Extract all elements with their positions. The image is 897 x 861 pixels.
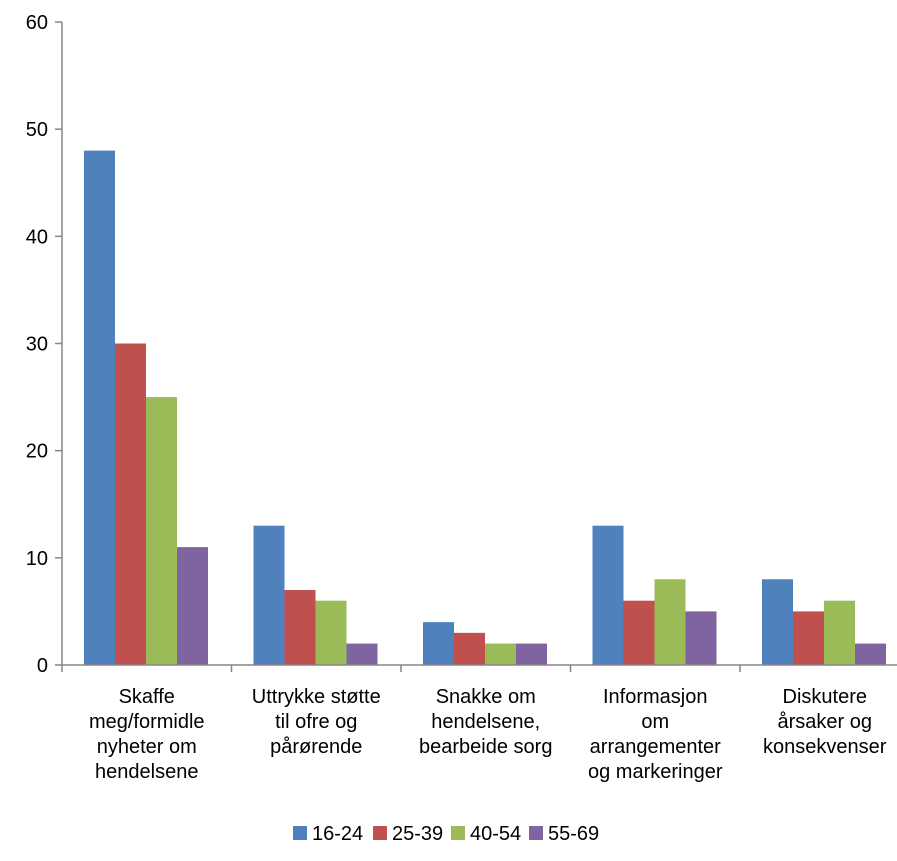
category-label-line: og markeringer [588,761,723,783]
category-label-line: Diskutere [783,686,867,708]
category-label-line: meg/formidle [89,711,205,733]
bar-55-69-cat-0 [177,547,208,665]
category-label-line: pårørende [270,736,362,758]
bar-55-69-cat-1 [346,643,378,665]
x-axis-categories: Skaffe meg/formidle nyheter om hendelsene Ut… [61,665,887,783]
y-tick-label: 10 [26,548,48,570]
category-label-line: til ofre og [275,711,357,733]
bar-16-24-cat-4 [762,579,793,665]
category-label-line: hendelsene [95,761,198,783]
bar-55-69-cat-3 [685,611,717,665]
legend-swatch-16-24 [293,826,307,840]
bar-16-24-cat-1 [253,525,285,665]
legend-swatch-55-69 [529,826,543,840]
legend-swatch-40-54 [451,826,465,840]
bar-40-54-cat-1 [315,600,347,665]
bar-25-39-cat-3 [623,600,655,665]
y-tick-label: 60 [26,12,48,34]
y-axis-ticks: 0 10 20 30 40 50 60 [26,12,62,677]
bar-16-24-cat-3 [592,525,624,665]
category-label-line: Informasjon [603,686,708,708]
bar-40-54-cat-3 [654,579,686,665]
bar-40-54-cat-4 [824,600,855,665]
bar-25-39-cat-4 [793,611,824,665]
category-label-line: hendelsene, [431,711,540,733]
legend-swatch-25-39 [373,826,387,840]
bar-55-69-cat-4 [855,643,886,665]
category-label-line: bearbeide sorg [419,736,552,758]
category-label-line: konsekvenser [763,736,887,758]
category-label: Diskutere årsaker og konsekvenser [763,686,887,758]
bar-40-54-cat-0 [146,397,177,665]
bar-16-24-cat-0 [84,150,115,666]
category-label: Skaffe meg/formidle nyheter om hendelsene [89,686,205,783]
legend-label-16-24: 16-24 [312,823,363,845]
bar-25-39-cat-1 [284,589,316,665]
category-label-line: Snakke om [436,686,536,708]
y-tick-label: 30 [26,334,48,356]
category-label-line: årsaker og [778,711,873,733]
category-label: Informasjon om arrangementer og markeringer [588,686,723,783]
category-label-line: Uttrykke støtte [252,686,381,708]
bar-25-39-cat-2 [454,632,485,665]
y-tick-label: 0 [37,655,48,677]
category-label: Uttrykke støtte til ofre og pårørende [252,686,381,758]
bar-25-39-cat-0 [115,343,146,665]
bar-55-69-cat-2 [516,643,547,665]
category-label-line: nyheter om [97,736,197,758]
bar-16-24-cat-2 [423,622,454,665]
legend: 16-24 25-39 40-54 55-69 [293,823,599,845]
legend-label-55-69: 55-69 [548,823,599,845]
category-label-line: arrangementer [590,736,722,758]
legend-label-40-54: 40-54 [470,823,521,845]
category-label: Snakke om hendelsene, bearbeide sorg [419,686,552,758]
category-label-line: Skaffe [119,686,175,708]
y-tick-label: 40 [26,226,48,248]
legend-label-25-39: 25-39 [392,823,443,845]
y-tick-label: 50 [26,119,48,141]
bar-40-54-cat-2 [485,643,516,665]
category-label-line: om [641,711,669,733]
y-tick-label: 20 [26,441,48,463]
bars-group [84,150,886,666]
